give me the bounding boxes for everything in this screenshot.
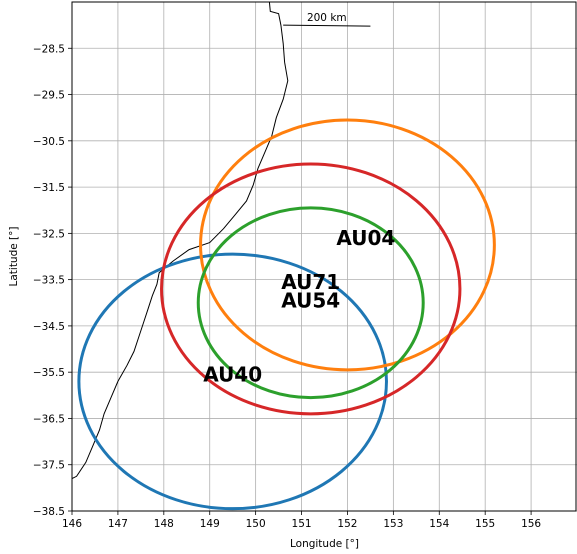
x-axis-label: Longitude [°] [290, 538, 359, 550]
y-tick-label: −35.5 [33, 367, 65, 379]
coverage-circle-au54 [196, 206, 425, 400]
site-label-au04: AU04 [336, 226, 395, 250]
y-tick-label: −31.5 [33, 182, 65, 194]
coverage-circle-au71 [160, 162, 462, 416]
site-label-au40: AU40 [203, 362, 262, 386]
coverage-circles [77, 118, 496, 511]
y-tick-label: −36.5 [33, 413, 65, 425]
scale-bar-label: 200 km [307, 12, 347, 24]
x-tick-label: 156 [521, 518, 541, 530]
coastline [72, 2, 289, 480]
x-tick-label: 146 [62, 518, 82, 530]
y-tick-label: −28.5 [33, 43, 65, 55]
site-label-au54: AU54 [281, 288, 340, 312]
site-label-au71: AU71 [281, 270, 340, 294]
x-tick-label: 148 [154, 518, 174, 530]
y-tick-label: −37.5 [33, 460, 65, 472]
plot-frame [71, 1, 577, 512]
x-tick-label: 147 [108, 518, 128, 530]
scale-bar-line [283, 24, 371, 27]
x-tick-label: 155 [475, 518, 495, 530]
x-tick-label: 151 [292, 518, 312, 530]
x-tick-label: 154 [429, 518, 449, 530]
scale-bar: 200 km [283, 12, 371, 27]
y-tick-label: −34.5 [33, 321, 65, 333]
y-tick-label: −33.5 [33, 275, 65, 287]
axis-ticks: 146 147 148 149 150 151 152 153 154 155 156 −28.5 −2… [33, 43, 542, 530]
x-tick-label: 149 [200, 518, 220, 530]
coverage-circle-au04 [199, 118, 496, 372]
y-tick-label: −29.5 [33, 90, 65, 102]
y-tick-label: −30.5 [33, 136, 65, 148]
coastline-layer [72, 2, 289, 480]
y-tick-label: −38.5 [33, 506, 65, 518]
y-axis-label: Latitude [°] [8, 227, 20, 287]
x-tick-label: 153 [383, 518, 403, 530]
grid [71, 2, 577, 512]
x-tick-label: 150 [246, 518, 266, 530]
y-tick-label: −32.5 [33, 228, 65, 240]
x-tick-label: 152 [337, 518, 357, 530]
coverage-circle-au40 [77, 252, 388, 511]
